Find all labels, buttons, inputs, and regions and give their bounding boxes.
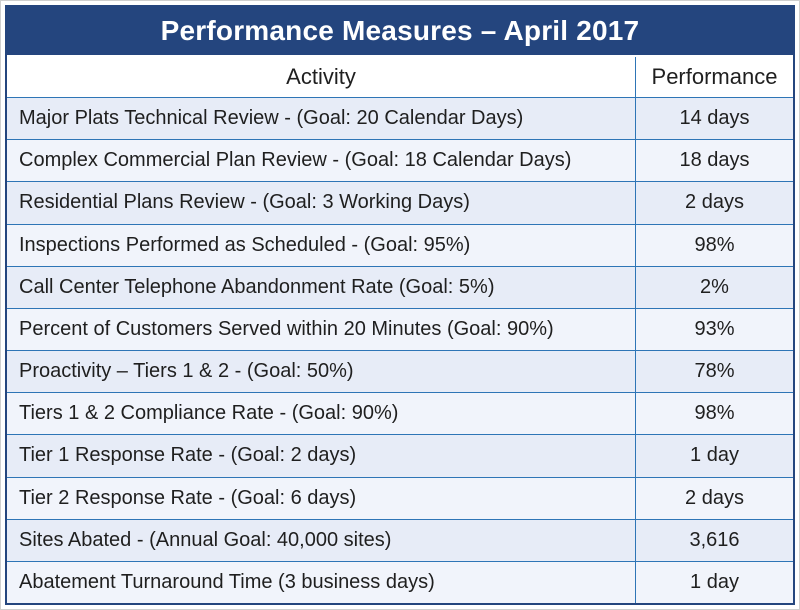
column-header-activity: Activity [286, 64, 356, 89]
table-row: Residential Plans Review - (Goal: 3 Work… [7, 181, 793, 224]
table-row: Inspections Performed as Scheduled - (Go… [7, 223, 793, 266]
activity-cell: Major Plats Technical Review - (Goal: 20… [19, 107, 524, 130]
performance-cell: 14 days [635, 98, 793, 140]
table-row: Tier 1 Response Rate - (Goal: 2 days) 1 d… [7, 434, 793, 477]
performance-cell: 1 day [635, 561, 793, 604]
table-row: Tier 2 Response Rate - (Goal: 6 days) 2 d… [7, 476, 793, 519]
performance-cell: 3,616 [635, 519, 793, 561]
column-header-performance: Performance [635, 57, 793, 97]
table-header-row: Activity Performance [7, 57, 793, 97]
activity-cell: Inspections Performed as Scheduled - (Go… [19, 233, 471, 256]
activity-cell: Tier 1 Response Rate - (Goal: 2 days) [19, 444, 357, 467]
table-row: Complex Commercial Plan Review - (Goal: … [7, 139, 793, 182]
activity-cell: Tiers 1 & 2 Compliance Rate - (Goal: 90%… [19, 402, 399, 425]
activity-cell: Tier 2 Response Rate - (Goal: 6 days) [19, 486, 357, 509]
performance-cell: 2% [635, 266, 793, 308]
performance-cell: 78% [635, 351, 793, 393]
activity-cell: Abatement Turnaround Time (3 business da… [19, 570, 435, 593]
table-row: Call Center Telephone Abandonment Rate (… [7, 265, 793, 308]
performance-cell: 2 days [635, 182, 793, 224]
table-row: Proactivity – Tiers 1 & 2 - (Goal: 50%) 7… [7, 350, 793, 393]
table-row: Major Plats Technical Review - (Goal: 20… [7, 97, 793, 140]
activity-cell: Percent of Customers Served within 20 Mi… [19, 317, 554, 340]
table-body: Major Plats Technical Review - (Goal: 20… [7, 97, 793, 604]
performance-cell: 18 days [635, 140, 793, 182]
activity-cell: Residential Plans Review - (Goal: 3 Work… [19, 191, 470, 214]
activity-cell: Call Center Telephone Abandonment Rate (… [19, 275, 495, 298]
activity-cell: Proactivity – Tiers 1 & 2 - (Goal: 50%) [19, 360, 354, 383]
performance-cell: 98% [635, 393, 793, 435]
table-row: Tiers 1 & 2 Compliance Rate - (Goal: 90%… [7, 392, 793, 435]
performance-cell: 98% [635, 224, 793, 266]
performance-cell: 93% [635, 308, 793, 351]
table-row: Percent of Customers Served within 20 Mi… [7, 307, 793, 351]
activity-cell: Sites Abated - (Annual Goal: 40,000 site… [19, 528, 392, 551]
performance-measures-card: Performance Measures – April 2017 Activi… [5, 5, 795, 605]
performance-table: Activity Performance Major Plats Technic… [7, 57, 793, 604]
table-row: Abatement Turnaround Time (3 business da… [7, 560, 793, 604]
activity-cell: Complex Commercial Plan Review - (Goal: … [19, 149, 572, 172]
page-title: Performance Measures – April 2017 [7, 7, 793, 57]
performance-cell: 1 day [635, 435, 793, 477]
table-row: Sites Abated - (Annual Goal: 40,000 site… [7, 518, 793, 561]
performance-cell: 2 days [635, 477, 793, 519]
